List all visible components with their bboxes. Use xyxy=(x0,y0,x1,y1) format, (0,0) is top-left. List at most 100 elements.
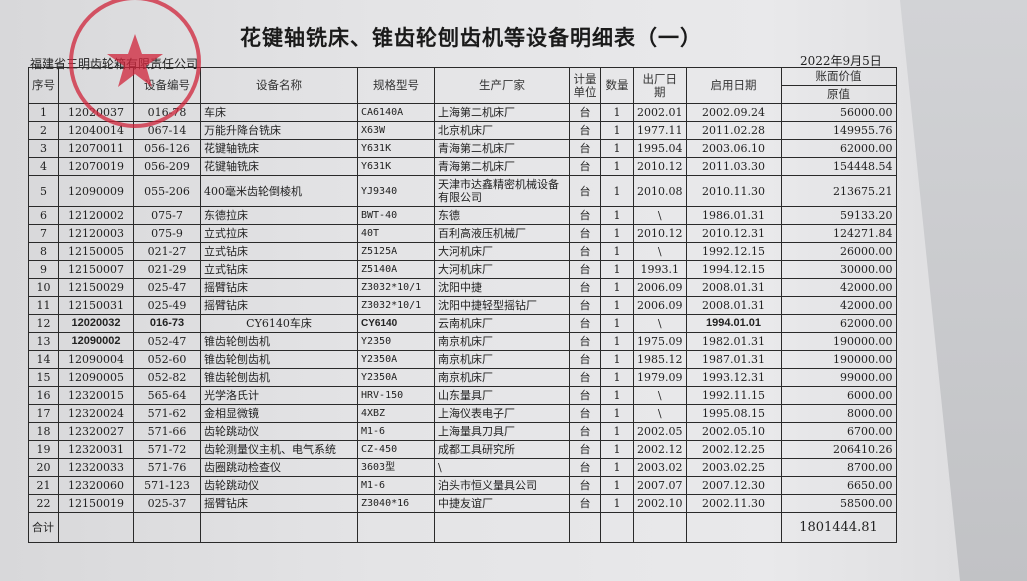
row-made-date: 2002.10 xyxy=(633,494,687,513)
row-original-value: 190000.00 xyxy=(780,332,897,351)
row-qty: 1 xyxy=(600,314,634,333)
row-unit: 台 xyxy=(569,404,601,423)
row-made-date: 2010.08 xyxy=(633,175,687,207)
table-row: 15 12090005 052-82 锥齿轮刨齿机 Y2350A 南京机床厂台 1 1979.… xyxy=(28,368,897,387)
row-original-value: 62000.00 xyxy=(780,139,897,158)
row-made-date: 1975.09 xyxy=(633,332,687,351)
row-unit: 台 xyxy=(569,260,601,279)
row-name: 齿轮跳动仪 xyxy=(200,422,358,441)
row-equip-no: 571-76 xyxy=(133,458,201,477)
row-equip-no: 055-206 xyxy=(133,175,201,207)
row-seq: 13 xyxy=(28,332,59,351)
empty-cell xyxy=(133,512,201,543)
row-model: BWT-40 xyxy=(357,206,435,225)
row-name: 锥齿轮刨齿机 xyxy=(200,332,358,351)
row-made-date: \ xyxy=(633,314,687,333)
row-original-value: 26000.00 xyxy=(780,242,897,261)
row-asset-id: 12320015 xyxy=(58,386,134,405)
row-unit: 台 xyxy=(569,476,601,495)
row-asset-id: 12090002 xyxy=(58,332,134,351)
row-model: Y2350 xyxy=(357,332,435,351)
row-made-date: \ xyxy=(633,206,687,225)
row-maker: 大河机床厂 xyxy=(434,242,570,261)
row-seq: 22 xyxy=(28,494,59,513)
row-original-value: 99000.00 xyxy=(780,368,897,387)
row-name: 锥齿轮刨齿机 xyxy=(200,368,358,387)
row-made-date: 1985.12 xyxy=(633,350,687,369)
row-original-value: 6700.00 xyxy=(780,422,897,441)
row-qty: 1 xyxy=(600,206,634,225)
row-qty: 1 xyxy=(600,332,634,351)
row-start-date: 1992.12.15 xyxy=(685,242,782,261)
row-maker: 南京机床厂 xyxy=(434,332,570,351)
row-qty: 1 xyxy=(600,440,634,459)
row-seq: 11 xyxy=(28,296,59,315)
row-name: 金相显微镜 xyxy=(200,404,358,423)
row-start-date: 1986.01.31 xyxy=(685,206,782,225)
row-unit: 台 xyxy=(569,296,601,315)
header-made-date: 出厂日期 xyxy=(633,67,687,104)
row-start-date: 2002.12.25 xyxy=(685,440,782,459)
row-seq: 12 xyxy=(28,314,59,333)
total-label: 合计 xyxy=(28,512,59,543)
row-original-value: 8000.00 xyxy=(780,404,897,423)
row-made-date: 1979.09 xyxy=(633,368,687,387)
row-model: Y2350A xyxy=(357,368,435,387)
table-row: 6 12120002 075-7 东德拉床 BWT-40 东德台 1 \ 1986.01.31 5… xyxy=(28,206,897,225)
header-book-value: 账面价值 xyxy=(780,67,897,86)
row-qty: 1 xyxy=(600,476,634,495)
row-equip-no: 056-209 xyxy=(133,157,201,176)
row-equip-no: 075-9 xyxy=(133,224,201,243)
row-start-date: 2002.05.10 xyxy=(685,422,782,441)
row-unit: 台 xyxy=(569,206,601,225)
document-date: 2022年9月5日 xyxy=(800,54,882,68)
row-equip-no: 571-72 xyxy=(133,440,201,459)
table-row: 17 12320024 571-62 金相显微镜 4XBZ 上海仪表电子厂台 1 \ 1995.… xyxy=(28,404,897,423)
row-asset-id: 12150029 xyxy=(58,278,134,297)
row-qty: 1 xyxy=(600,494,634,513)
row-qty: 1 xyxy=(600,260,634,279)
row-start-date: 2003.06.10 xyxy=(685,139,782,158)
row-unit: 台 xyxy=(569,278,601,297)
row-qty: 1 xyxy=(600,296,634,315)
row-equip-no: 067-14 xyxy=(133,121,201,140)
row-equip-no: 571-62 xyxy=(133,404,201,423)
row-start-date: 2010.12.31 xyxy=(685,224,782,243)
row-asset-id: 12150005 xyxy=(58,242,134,261)
row-asset-id: 12320033 xyxy=(58,458,134,477)
row-model: 40T xyxy=(357,224,435,243)
row-name: 齿圈跳动检查仪 xyxy=(200,458,358,477)
row-original-value: 213675.21 xyxy=(780,175,897,207)
row-start-date: 2008.01.31 xyxy=(685,296,782,315)
row-asset-id: 12320027 xyxy=(58,422,134,441)
row-qty: 1 xyxy=(600,121,634,140)
row-qty: 1 xyxy=(600,103,634,122)
row-start-date: 2002.09.24 xyxy=(685,103,782,122)
row-unit: 台 xyxy=(569,386,601,405)
table-row: 18 12320027 571-66 齿轮跳动仪 M1-6 上海量具刀具厂台 1 2002.0… xyxy=(28,422,897,441)
table-row: 4 12070019 056-209 花键轴铣床 Y631K 青海第二机床厂台 1 2010.… xyxy=(28,157,897,176)
row-qty: 1 xyxy=(600,278,634,297)
row-maker: \ xyxy=(434,458,570,477)
row-equip-no: 052-60 xyxy=(133,350,201,369)
row-name: 摇臂钻床 xyxy=(200,278,358,297)
table-row: 3 12070011 056-126 花键轴铣床 Y631K 青海第二机床厂台 1 1995.… xyxy=(28,139,897,158)
row-start-date: 2002.11.30 xyxy=(685,494,782,513)
row-maker: 泊头市恒义量具公司 xyxy=(434,476,570,495)
row-model: 3603型 xyxy=(357,458,435,477)
row-made-date: 2002.12 xyxy=(633,440,687,459)
row-made-date: 1995.04 xyxy=(633,139,687,158)
row-asset-id: 12090004 xyxy=(58,350,134,369)
row-qty: 1 xyxy=(600,404,634,423)
header-original-value: 原值 xyxy=(780,85,897,104)
empty-cell xyxy=(357,512,435,543)
row-model: Y2350A xyxy=(357,350,435,369)
row-original-value: 149955.76 xyxy=(780,121,897,140)
table-row: 9 12150007 021-29 立式钻床 Z5140A 大河机床厂台 1 1993.1 19… xyxy=(28,260,897,279)
row-original-value: 42000.00 xyxy=(780,278,897,297)
row-start-date: 1987.01.31 xyxy=(685,350,782,369)
table-row: 2 12040014 067-14 万能升降台铣床 X63W 北京机床厂台 1 1977.11… xyxy=(28,121,897,140)
row-name: 花键轴铣床 xyxy=(200,157,358,176)
row-name: CY6140车床 xyxy=(200,314,358,333)
row-unit: 台 xyxy=(569,224,601,243)
